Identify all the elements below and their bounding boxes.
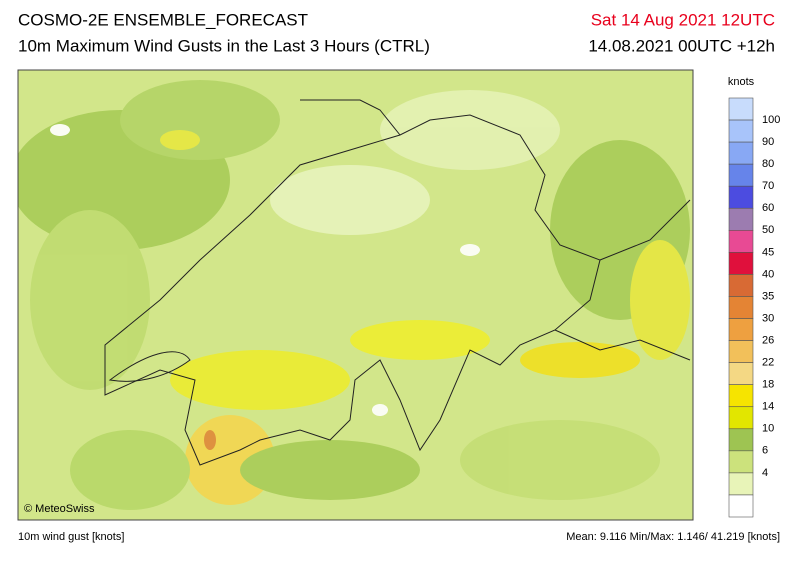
- legend-label: 45: [762, 246, 774, 258]
- legend-label: 50: [762, 224, 774, 236]
- legend-label: 90: [762, 136, 774, 148]
- legend-swatch: [728, 450, 754, 474]
- legend-swatch: [728, 185, 754, 209]
- legend-label: 100: [762, 114, 780, 126]
- legend: knots 100 90 80 70 60 50 45 40 35 30 26 22 18 14 10 6 4: [728, 76, 780, 518]
- legend-swatch: [728, 119, 754, 143]
- legend-label: 40: [762, 268, 774, 280]
- footer-left: 10m wind gust [knots]: [18, 531, 124, 543]
- legend-swatch: [728, 384, 754, 408]
- credit: © MeteoSwiss: [24, 503, 95, 515]
- legend-title: knots: [728, 76, 755, 88]
- legend-label: 60: [762, 202, 774, 214]
- wind-field: [18, 80, 690, 510]
- valid-time: Sat 14 Aug 2021 12UTC: [591, 10, 775, 29]
- title: COSMO-2E ENSEMBLE_FORECAST: [18, 10, 308, 29]
- legend-swatch: [728, 318, 754, 341]
- borders: [104, 99, 691, 466]
- legend-swatch: [728, 141, 754, 165]
- legend-label: 6: [762, 445, 768, 457]
- legend-swatch: [728, 494, 754, 518]
- legend-label: 10: [762, 423, 774, 435]
- legend-label: 14: [762, 401, 774, 413]
- legend-swatch: [728, 296, 754, 319]
- legend-swatch: [728, 340, 754, 363]
- map-frame: [17, 69, 694, 521]
- legend-swatch: [728, 230, 754, 253]
- map: © MeteoSwiss: [17, 69, 694, 521]
- legend-swatch: [728, 252, 754, 275]
- legend-label: 70: [762, 180, 774, 192]
- run-time: 14.08.2021 00UTC +12h: [588, 36, 775, 55]
- footer-right: Mean: 9.116 Min/Max: 1.146/ 41.219 [knot…: [566, 531, 780, 543]
- legend-swatch: [728, 428, 754, 452]
- legend-swatch: [728, 362, 754, 385]
- legend-swatch: [728, 406, 754, 430]
- legend-label: 4: [762, 467, 768, 479]
- legend-swatch: [728, 97, 754, 121]
- legend-swatch: [728, 472, 754, 496]
- legend-label: 22: [762, 357, 774, 369]
- legend-swatch: [728, 207, 754, 231]
- legend-label: 30: [762, 312, 774, 324]
- legend-swatch: [728, 274, 754, 297]
- legend-label: 35: [762, 290, 774, 302]
- legend-label: 80: [762, 158, 774, 170]
- legend-label: 18: [762, 379, 774, 391]
- legend-swatch: [728, 163, 754, 187]
- subtitle: 10m Maximum Wind Gusts in the Last 3 Hou…: [18, 36, 430, 55]
- legend-label: 26: [762, 334, 774, 346]
